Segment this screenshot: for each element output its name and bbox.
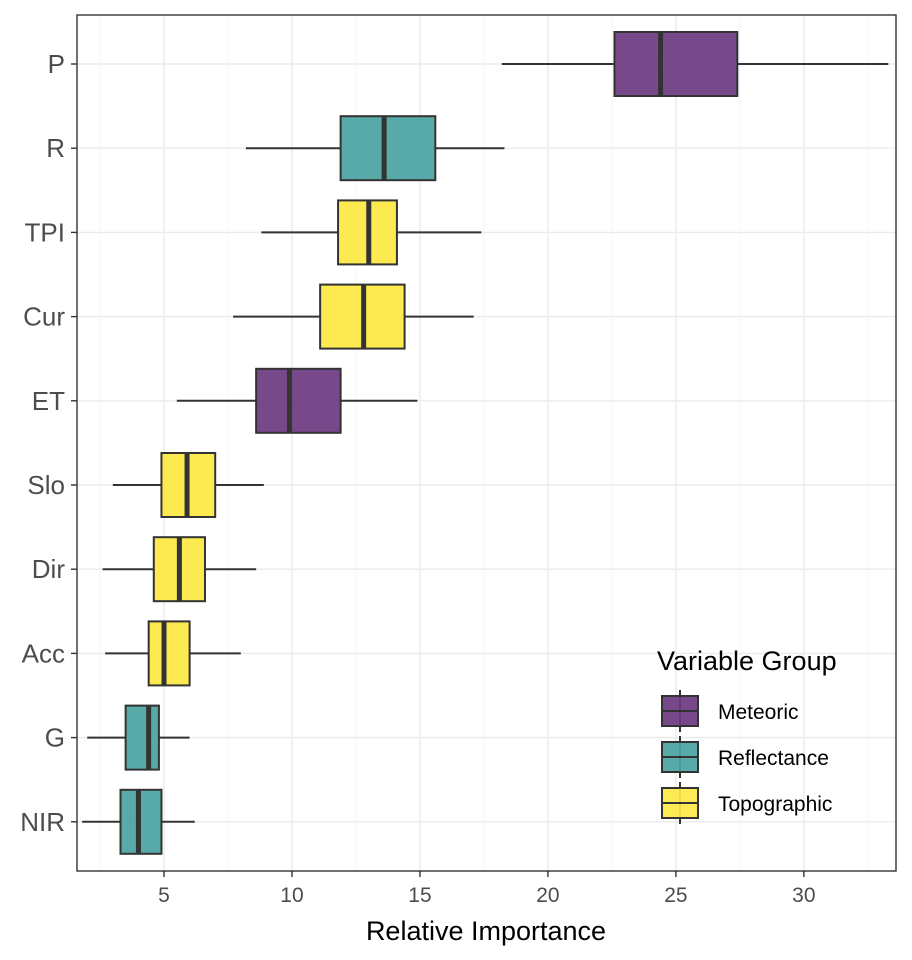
x-tick-label: 15 <box>408 884 431 907</box>
x-tick-label: 30 <box>792 884 815 907</box>
x-axis-title: Relative Importance <box>366 916 606 946</box>
legend-item-topographic: Topographic <box>661 782 832 824</box>
x-tick-label: 10 <box>280 884 303 907</box>
box-body <box>147 620 191 687</box>
box-et <box>176 367 418 434</box>
y-tick-label: NIR <box>20 807 65 837</box>
y-tick-label: TPI <box>25 217 65 247</box>
x-tick-label: 20 <box>536 884 559 907</box>
box-g <box>87 704 190 771</box>
box-acc <box>105 620 241 687</box>
y-axis: P R TPI Cur ET Slo Dir Acc G NIR <box>20 49 77 837</box>
box-dir <box>102 536 257 603</box>
x-tick-label: 25 <box>664 884 687 907</box>
boxes-layer <box>82 31 889 855</box>
y-tick-label: ET <box>32 386 65 416</box>
box-body <box>119 788 163 855</box>
x-tick-label: 5 <box>158 884 170 907</box>
y-tick-label: Cur <box>23 302 65 332</box>
box-r <box>245 115 505 182</box>
plot-border <box>76 14 897 872</box>
y-tick-label: G <box>45 723 65 753</box>
legend-item-meteoric: Meteoric <box>661 690 799 732</box>
x-axis: 5 10 15 20 25 30 <box>158 871 816 907</box>
box-p <box>501 31 889 97</box>
box-body <box>255 367 342 434</box>
y-tick-label: Dir <box>32 554 66 584</box>
legend-label: Meteoric <box>718 701 799 724</box>
y-tick-label: Slo <box>27 470 65 500</box>
legend-label: Reflectance <box>718 747 829 770</box>
panel-background <box>77 15 896 871</box>
plot-panel <box>77 15 896 871</box>
box-body <box>613 31 739 97</box>
box-nir <box>82 788 195 855</box>
box-cur <box>233 283 474 350</box>
box-body <box>124 704 160 771</box>
y-tick-label: P <box>48 49 65 79</box>
legend-label: Topographic <box>718 793 832 816</box>
box-body <box>339 115 437 182</box>
y-tick-label: Acc <box>22 638 65 668</box>
box-tpi <box>261 199 482 266</box>
y-tick-label: R <box>46 133 65 163</box>
legend: Variable Group Meteoric Reflectance Topogr… <box>657 646 837 824</box>
legend-item-reflectance: Reflectance <box>661 736 829 778</box>
panel-border-rect <box>76 14 897 872</box>
box-slo <box>112 452 264 518</box>
legend-title: Variable Group <box>657 646 837 676</box>
